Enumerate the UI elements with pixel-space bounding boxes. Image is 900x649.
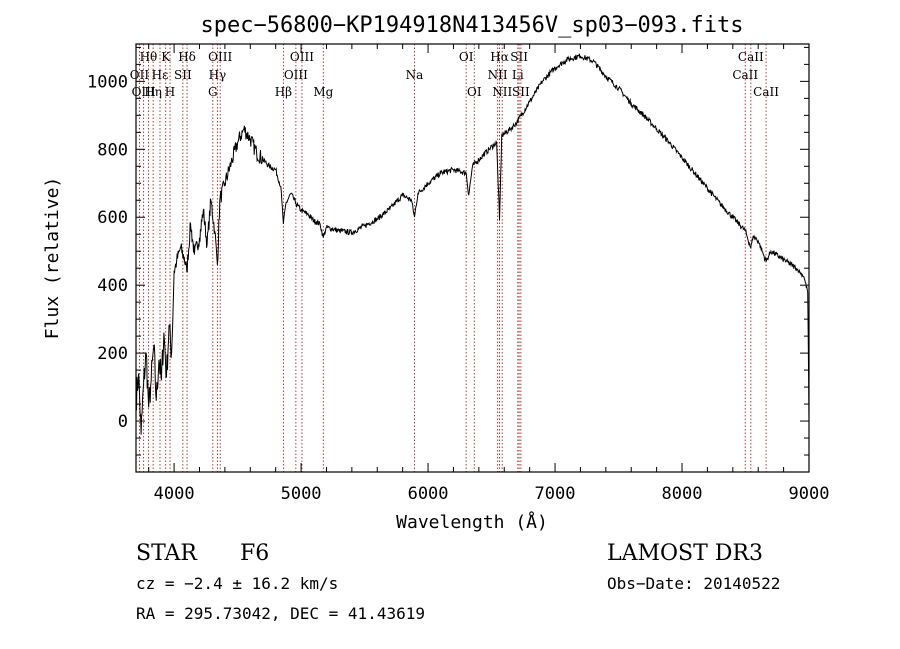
line-label-8: H <box>165 85 175 99</box>
object-subclass: F6 <box>240 541 269 566</box>
redshift-cz: cz = −2.4 ± 16.2 km/s <box>136 574 338 593</box>
line-label-19: Hα <box>490 50 509 64</box>
spectrum-line <box>135 53 810 435</box>
line-label-7: SII <box>174 68 192 82</box>
line-label-15: Mg <box>313 85 333 99</box>
line-label-23: Li <box>512 68 524 82</box>
line-label-0: Hθ <box>140 50 158 64</box>
x-tick-label-2: 6000 <box>408 484 449 504</box>
line-label-9: OIII <box>208 50 232 64</box>
line-label-18: OI <box>467 85 482 99</box>
x-tick-label-4: 8000 <box>662 484 703 504</box>
line-label-22: SII <box>510 50 528 64</box>
y-tick-label-2: 400 <box>97 276 128 296</box>
line-label-11: G <box>208 85 218 99</box>
coordinates: RA = 295.73042, DEC = 41.43619 <box>136 604 425 623</box>
object-class: STAR <box>136 541 198 566</box>
obs-date: Obs−Date: 20140522 <box>607 574 780 593</box>
x-axis-label: Wavelength (Å) <box>396 511 548 533</box>
line-label-17: OI <box>459 50 474 64</box>
line-label-26: CaII <box>732 68 758 82</box>
axis-ticks: 4000 5000 6000 7000 8000 9000 0 200 400 600 800 100… <box>87 44 829 504</box>
line-label-6: Hδ <box>178 50 196 64</box>
y-tick-label-1: 200 <box>97 344 128 364</box>
x-tick-label-1: 5000 <box>281 484 322 504</box>
line-label-24: SII <box>512 85 530 99</box>
x-tick-label-3: 7000 <box>535 484 576 504</box>
spectral-line-markers <box>138 44 767 472</box>
survey-label: LAMOST DR3 <box>607 541 763 566</box>
line-label-20: NII <box>488 68 508 82</box>
spectral-line-labels: Hθ OII OIII K Hε Hη Hδ SII H OIII Hγ G Hβ OIII OIII Mg N… <box>130 50 779 99</box>
line-label-21: NII <box>492 85 512 99</box>
line-label-1: OII <box>130 68 150 82</box>
y-tick-label-0: 0 <box>118 412 128 432</box>
y-tick-label-5: 1000 <box>87 72 128 92</box>
line-label-16: Na <box>406 68 424 82</box>
line-label-4: Hε <box>152 68 169 82</box>
line-label-12: Hβ <box>275 85 292 99</box>
line-label-13: OIII <box>290 50 314 64</box>
line-label-10: Hγ <box>209 68 227 82</box>
line-label-25: CaII <box>738 50 764 64</box>
x-tick-label-0: 4000 <box>154 484 195 504</box>
line-label-5: Hη <box>144 85 162 99</box>
x-tick-label-5: 9000 <box>789 484 830 504</box>
plot-frame <box>135 43 810 473</box>
line-label-2: OIII <box>132 85 156 99</box>
spectrum-layer <box>135 53 810 435</box>
y-tick-label-4: 800 <box>97 140 128 160</box>
y-tick-label-3: 600 <box>97 208 128 228</box>
y-axis-label: Flux (relative) <box>42 177 63 340</box>
line-label-27: CaII <box>753 85 779 99</box>
line-label-14: OIII <box>284 68 308 82</box>
line-label-3: K <box>161 50 171 64</box>
chart-title: spec−56800−KP194918N413456V_sp03−093.fit… <box>200 13 743 38</box>
